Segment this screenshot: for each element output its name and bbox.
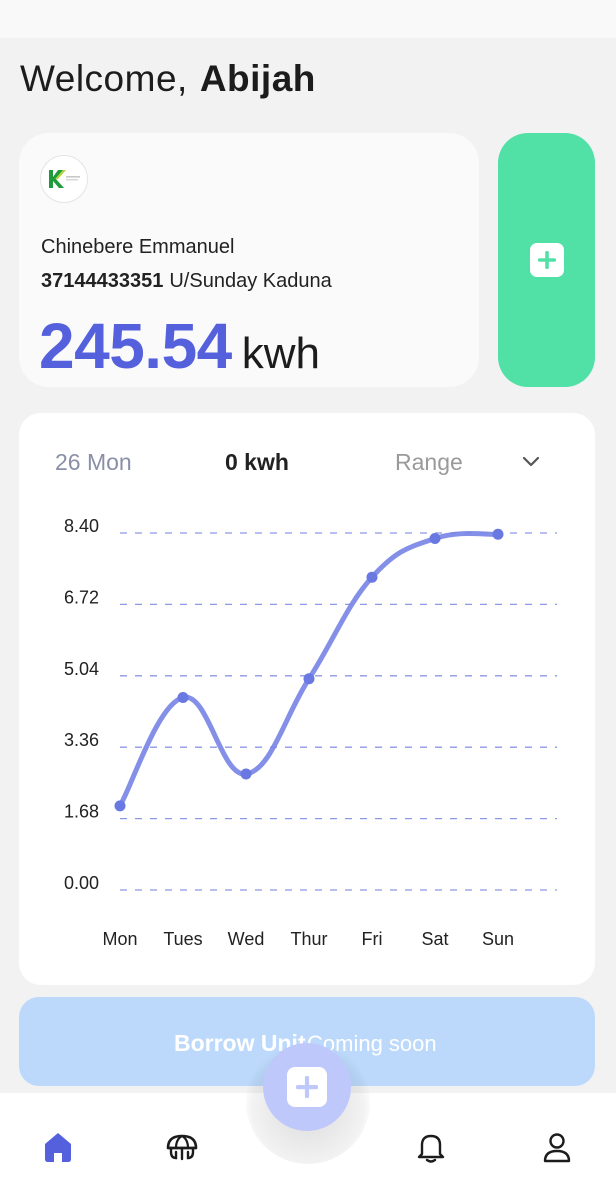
user-name: Abijah <box>199 58 316 99</box>
data-point <box>177 691 189 703</box>
data-point <box>303 673 315 685</box>
meter-number: 37144433351 <box>41 270 164 292</box>
meter-card[interactable]: Chinebere Emmanuel 37144433351 U/Sunday K… <box>19 133 479 387</box>
meter-details: 37144433351 U/Sunday Kaduna <box>41 270 332 293</box>
y-tick-label: 8.40 <box>64 516 99 536</box>
welcome-heading: Welcome, Abijah <box>20 58 316 99</box>
y-tick-label: 1.68 <box>64 802 99 822</box>
x-tick-label: Thur <box>290 929 327 949</box>
data-point <box>114 800 126 812</box>
meter-owner-name: Chinebere Emmanuel <box>41 236 235 258</box>
borrow-unit-button[interactable]: Borrow Unit Coming soon <box>19 997 595 1086</box>
series-line <box>117 530 501 809</box>
x-tick-label: Mon <box>102 929 137 949</box>
add-fab-button[interactable] <box>263 1043 351 1131</box>
umbrella-icon[interactable] <box>165 1130 199 1164</box>
x-tick-label: Sun <box>482 929 514 949</box>
plus-icon <box>287 1067 327 1107</box>
y-tick-label: 6.72 <box>64 587 99 607</box>
add-meter-button[interactable] <box>498 133 595 387</box>
data-point <box>240 768 252 780</box>
bell-icon[interactable] <box>414 1130 448 1164</box>
x-tick-label: Wed <box>228 929 265 949</box>
meter-balance: 245.54 kwh <box>39 309 320 383</box>
balance-value: 245.54 <box>39 310 232 382</box>
chevron-down-icon[interactable] <box>522 453 540 469</box>
x-tick-label: Sat <box>421 929 448 949</box>
y-tick-label: 0.00 <box>64 873 99 893</box>
plus-icon <box>529 243 564 277</box>
usage-total: 0 kwh <box>225 449 289 475</box>
date-filter[interactable]: 26 Mon <box>55 449 132 475</box>
data-point <box>429 533 441 545</box>
meter-location: U/Sunday Kaduna <box>169 270 332 292</box>
x-tick-label: Fri <box>362 929 383 949</box>
profile-icon[interactable] <box>540 1130 574 1164</box>
usage-chart-card: 26 Mon 0 kwh Range 0.00 1.68 3.36 5.04 6.72 8… <box>19 413 595 985</box>
balance-unit: kwh <box>241 329 320 378</box>
data-point <box>492 528 504 540</box>
y-tick-label: 3.36 <box>64 730 99 750</box>
y-tick-label: 5.04 <box>64 659 99 679</box>
x-tick-label: Tues <box>163 929 202 949</box>
range-dropdown[interactable]: Range <box>395 449 463 475</box>
status-bar <box>0 0 616 38</box>
kaduna-electric-logo-icon <box>40 155 88 203</box>
home-icon[interactable] <box>41 1130 75 1164</box>
data-point <box>366 571 378 583</box>
usage-line-chart: 0.00 1.68 3.36 5.04 6.72 8.40 Mon Tues Wed Thur Fr… <box>64 516 557 949</box>
